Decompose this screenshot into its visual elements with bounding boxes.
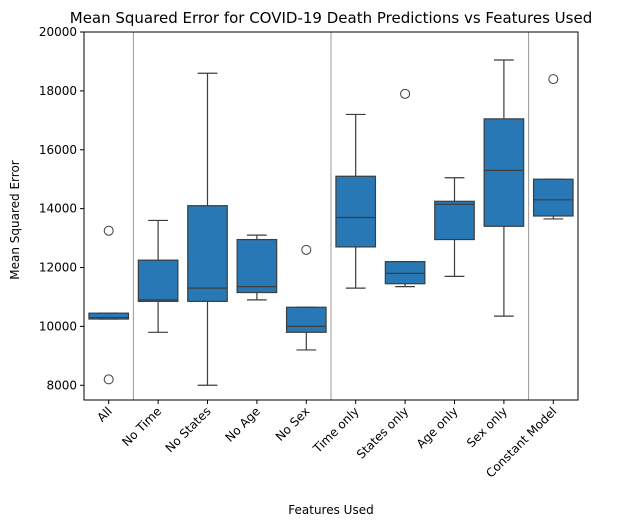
- x-tick-label: No Time: [119, 404, 164, 449]
- y-tick-label: 12000: [39, 261, 77, 275]
- x-tick-label: All: [94, 404, 114, 424]
- outlier-point: [548, 74, 559, 85]
- box-no-age: [236, 234, 278, 301]
- iqr-box: [187, 205, 228, 302]
- iqr-box: [384, 261, 426, 285]
- x-tick-label: Sex only: [464, 404, 510, 450]
- y-tick-label: 18000: [39, 84, 77, 98]
- outlier-point: [103, 225, 114, 236]
- x-tick-label: Time only: [310, 404, 362, 456]
- box-sex-only: [483, 59, 525, 317]
- x-tick-label: No Age: [222, 404, 263, 445]
- box-states-only: [384, 88, 426, 288]
- x-tick-label: States only: [354, 404, 411, 461]
- iqr-box: [483, 118, 525, 227]
- plot-frame: [83, 31, 579, 401]
- iqr-box: [285, 306, 327, 333]
- x-tick-label: No Sex: [273, 404, 313, 444]
- y-tick-label: 14000: [39, 202, 77, 216]
- outlier-point: [103, 374, 114, 385]
- outlier-point: [301, 244, 312, 255]
- x-tick-label: Age only: [414, 404, 461, 451]
- separators-layer: [132, 32, 530, 400]
- y-axis-label: Mean Squared Error: [8, 160, 22, 280]
- iqr-box: [137, 259, 179, 302]
- y-tick-label: 20000: [39, 25, 77, 39]
- box-no-time: [137, 219, 179, 333]
- box-age-only: [434, 177, 475, 277]
- boxes-layer: [88, 59, 574, 386]
- box-no-states: [187, 72, 228, 386]
- y-ticks-layer: 8000 10000 12000 14000 16000 18000 20000: [39, 25, 84, 392]
- iqr-box: [434, 200, 475, 241]
- y-tick-label: 10000: [39, 319, 77, 333]
- y-tick-label: 8000: [46, 378, 77, 392]
- outlier-point: [400, 88, 411, 99]
- box-all: [88, 225, 130, 385]
- box-time-only: [335, 113, 377, 289]
- box-constant-model: [532, 74, 574, 220]
- iqr-box: [532, 178, 574, 217]
- chart-title: Mean Squared Error for COVID-19 Death Pr…: [70, 9, 592, 27]
- y-tick-label: 16000: [39, 143, 77, 157]
- iqr-box: [88, 312, 130, 320]
- box-no-sex: [285, 244, 327, 351]
- x-tick-label: No States: [163, 404, 214, 455]
- iqr-box: [335, 175, 377, 248]
- x-axis-label: Features Used: [288, 503, 373, 517]
- iqr-box: [236, 238, 278, 294]
